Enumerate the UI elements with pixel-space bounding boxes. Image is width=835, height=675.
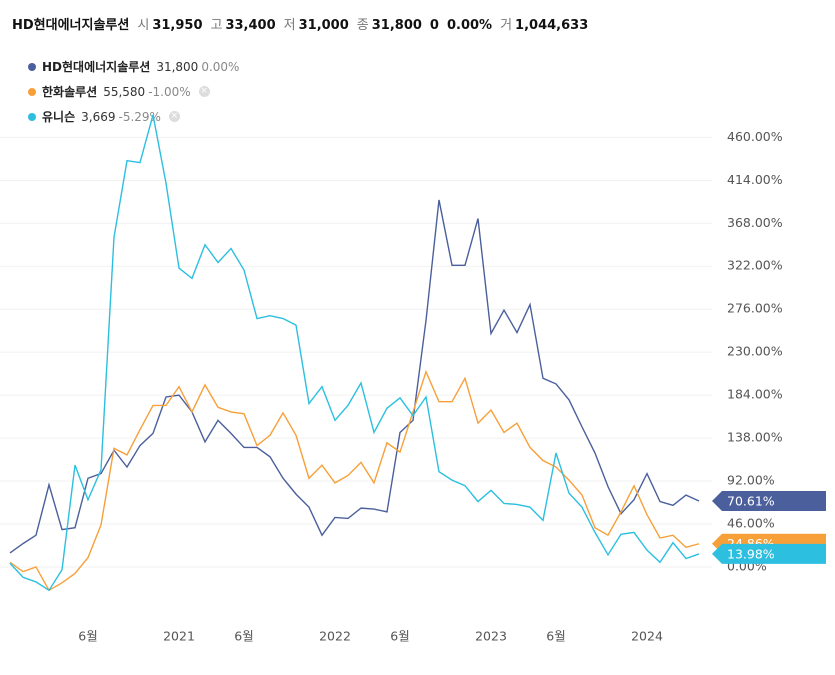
y-tick-label: 230.00% — [727, 344, 783, 359]
series-line — [9, 199, 700, 554]
field-value: 1,044,633 — [515, 18, 589, 33]
legend-change: -1.00% — [148, 84, 191, 99]
quote-field: 저 31,000 — [284, 14, 349, 33]
x-tick-label: 2021 — [163, 629, 195, 644]
y-tick-label: 138.00% — [727, 430, 783, 445]
field-value: 31,950 — [152, 18, 203, 33]
x-tick-label: 6월 — [78, 629, 97, 644]
y-tick-label: 414.00% — [727, 172, 783, 187]
legend-dot — [28, 112, 36, 121]
legend: HD현대에너지솔루션 31,800 0.00% 한화솔루션 55,580 -1.00% × 유… — [28, 54, 239, 129]
y-tick-label: 184.00% — [727, 387, 783, 402]
field-value: 0 — [429, 18, 439, 33]
legend-item: HD현대에너지솔루션 31,800 0.00% — [28, 54, 239, 79]
x-tick-label: 2022 — [319, 629, 351, 644]
x-tick-label: 6월 — [234, 629, 253, 644]
x-tick-label: 6월 — [390, 629, 409, 644]
legend-dot — [28, 62, 36, 71]
quote-field: 종 31,800 — [357, 14, 422, 33]
last-value-label: 70.61% — [727, 494, 775, 509]
quote-field: 거 1,044,633 — [500, 14, 588, 33]
legend-item: 한화솔루션 55,580 -1.00% × — [28, 79, 239, 104]
stock-name: HD현대에너지솔루션 — [12, 18, 130, 33]
y-tick-label: 46.00% — [727, 516, 775, 531]
last-value-tag — [712, 491, 826, 512]
legend-price: 3,669 — [81, 109, 116, 124]
legend-name: HD현대에너지솔루션 — [42, 60, 151, 74]
legend-change: 0.00% — [201, 59, 240, 74]
field-label: 저 — [283, 18, 296, 33]
x-tick-label: 2023 — [475, 629, 507, 644]
quote-field: 0 — [430, 18, 439, 33]
quote-header: HD현대에너지솔루션 시 31,950 고 33,400 저 31,000 종 31,800 0… — [12, 14, 588, 33]
field-value: 31,000 — [298, 18, 349, 33]
y-tick-label: 368.00% — [727, 215, 783, 230]
field-label: 거 — [500, 18, 513, 33]
legend-change: -5.29% — [118, 109, 161, 124]
remove-button[interactable]: × — [198, 86, 210, 97]
last-value-label: 13.98% — [727, 546, 775, 561]
field-value: 0.00% — [446, 18, 493, 33]
quote-field: 고 33,400 — [211, 14, 276, 33]
quote-field: 0.00% — [447, 18, 492, 33]
y-tick-label: 276.00% — [727, 301, 783, 316]
series-line — [9, 114, 700, 592]
legend-price: 55,580 — [103, 84, 146, 99]
field-label: 고 — [210, 18, 223, 33]
y-tick-label: 92.00% — [727, 473, 775, 488]
last-value-tag — [712, 543, 826, 564]
quote-field: 시 31,950 — [137, 14, 202, 33]
field-label: 시 — [137, 18, 150, 33]
legend-name: 유니슨 — [42, 110, 76, 124]
legend-name: 한화솔루션 — [42, 85, 98, 99]
field-value: 31,800 — [371, 18, 422, 33]
legend-dot — [28, 87, 36, 96]
y-tick-label: 322.00% — [727, 258, 783, 273]
x-tick-label: 2024 — [631, 629, 663, 644]
series-line — [9, 369, 700, 592]
legend-price: 31,800 — [156, 59, 199, 74]
legend-item: 유니슨 3,669 -5.29% × — [28, 104, 239, 129]
x-tick-label: 6월 — [546, 629, 565, 644]
field-value: 33,400 — [225, 18, 276, 33]
field-label: 종 — [356, 18, 369, 33]
remove-button[interactable]: × — [168, 111, 180, 122]
y-tick-label: 460.00% — [727, 129, 783, 144]
